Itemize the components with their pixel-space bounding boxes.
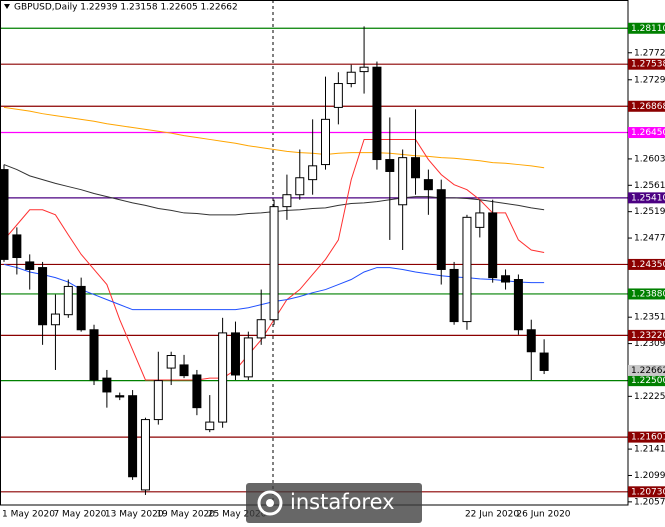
y-tick-label: 1.27720 bbox=[634, 48, 665, 58]
candle-body bbox=[179, 364, 189, 377]
candle-body bbox=[526, 329, 536, 353]
candle-body bbox=[0, 169, 9, 260]
candle-body bbox=[230, 332, 240, 376]
x-tick-label: 1 May 2020 bbox=[2, 510, 55, 520]
candle-body bbox=[76, 285, 86, 331]
candle-body bbox=[140, 419, 150, 491]
y-tick-label: 1.22250 bbox=[634, 392, 665, 402]
current-price-box bbox=[628, 364, 665, 376]
y-tick-label: 1.26030 bbox=[634, 154, 665, 164]
indicator-line bbox=[3, 106, 545, 169]
watermark-icon bbox=[257, 490, 283, 516]
level-label: 1.25410 bbox=[631, 193, 665, 203]
x-tick-label: 19 May 2020 bbox=[156, 510, 215, 520]
candle-body bbox=[12, 234, 22, 259]
price-axis: 1.27720 1.27290 1.26030 1.25610 1.25190 1.247… bbox=[628, 22, 665, 507]
level-label-box bbox=[628, 100, 665, 112]
y-tick-label: 1.20990 bbox=[634, 471, 665, 481]
level-label-box bbox=[628, 288, 665, 300]
candle-body bbox=[218, 332, 228, 423]
candle-body bbox=[501, 275, 511, 283]
level-label: 1.26868 bbox=[631, 102, 665, 112]
watermark-text: instaforex bbox=[290, 490, 395, 514]
candle-body bbox=[25, 261, 35, 270]
candle-body bbox=[488, 212, 498, 279]
level-label: 1.22500 bbox=[631, 376, 665, 386]
level-label-box bbox=[628, 486, 665, 498]
candle-body bbox=[295, 177, 305, 196]
candle-body bbox=[411, 157, 421, 179]
candle-body bbox=[269, 206, 279, 321]
level-label: 1.26450 bbox=[631, 128, 665, 138]
level-label-box bbox=[628, 58, 665, 70]
candle-body bbox=[359, 66, 369, 73]
level-label: 1.27538 bbox=[631, 60, 665, 70]
candle-body bbox=[449, 268, 459, 323]
level-label: 1.23220 bbox=[631, 331, 665, 341]
candle-body bbox=[256, 319, 266, 339]
candle-body bbox=[398, 157, 408, 206]
candle-body bbox=[333, 83, 343, 108]
current-price-label: 1.22662 bbox=[631, 366, 665, 376]
candle-body bbox=[243, 337, 253, 378]
candle-body bbox=[205, 421, 215, 431]
level-label: 1.21601 bbox=[631, 433, 665, 443]
level-label-box bbox=[628, 127, 665, 139]
y-tick-label: 1.23090 bbox=[634, 339, 665, 349]
y-tick-label: 1.24770 bbox=[634, 234, 665, 244]
level-label: 1.20730 bbox=[631, 487, 665, 497]
level-label-box bbox=[628, 329, 665, 341]
x-tick-label: 13 May 2020 bbox=[105, 510, 164, 520]
watermark-icon-dot bbox=[266, 499, 274, 507]
candle-body bbox=[102, 377, 112, 393]
plot-area bbox=[0, 0, 628, 505]
chart-title: GBPUSD,Daily 1.22939 1.23158 1.22605 1.2… bbox=[14, 3, 238, 13]
candle-body bbox=[346, 71, 356, 85]
candle-body bbox=[385, 159, 395, 172]
watermark-box bbox=[246, 483, 422, 523]
level-label: 1.23880 bbox=[631, 289, 665, 299]
candle-body bbox=[115, 395, 125, 398]
x-tick-label: 22 Jun 2020 bbox=[465, 510, 519, 520]
candle-body bbox=[89, 329, 99, 381]
candle-body bbox=[38, 267, 48, 326]
candle-body bbox=[462, 216, 472, 323]
level-label-box bbox=[628, 22, 665, 34]
candle-body bbox=[513, 279, 523, 331]
x-tick-label: 25 May 2020 bbox=[208, 510, 267, 520]
candle-body bbox=[153, 380, 163, 421]
y-tick-label: 1.21410 bbox=[634, 445, 665, 455]
candle-body bbox=[192, 374, 202, 409]
level-label-box bbox=[628, 192, 665, 204]
y-tick-label: 1.25190 bbox=[634, 207, 665, 217]
watermark: instaforex bbox=[246, 483, 422, 523]
candle-body bbox=[166, 355, 176, 369]
level-label: 1.24350 bbox=[631, 260, 665, 270]
level-label-box bbox=[628, 258, 665, 270]
y-tick-label: 1.23510 bbox=[634, 313, 665, 323]
level-label: 1.28110 bbox=[631, 24, 665, 34]
candle-body bbox=[372, 66, 382, 161]
candle-body bbox=[50, 313, 60, 326]
candle-body bbox=[282, 194, 292, 208]
x-tick-label: 7 May 2020 bbox=[53, 510, 106, 520]
y-tick-label: 1.27290 bbox=[634, 75, 665, 85]
candle-body bbox=[539, 352, 549, 371]
candle-body bbox=[321, 118, 330, 166]
candle-body bbox=[128, 395, 138, 478]
y-tick-label: 1.20570 bbox=[634, 497, 665, 507]
candle-body bbox=[308, 165, 318, 181]
x-tick-label: 26 Jun 2020 bbox=[516, 510, 570, 520]
y-tick-label: 1.25610 bbox=[634, 181, 665, 191]
title-icon bbox=[4, 4, 10, 9]
candle-body bbox=[436, 189, 446, 270]
candle-body bbox=[423, 179, 433, 191]
level-label-box bbox=[628, 431, 665, 443]
candle-body bbox=[475, 212, 485, 228]
candle-body bbox=[63, 285, 73, 316]
level-label-box bbox=[628, 375, 665, 387]
